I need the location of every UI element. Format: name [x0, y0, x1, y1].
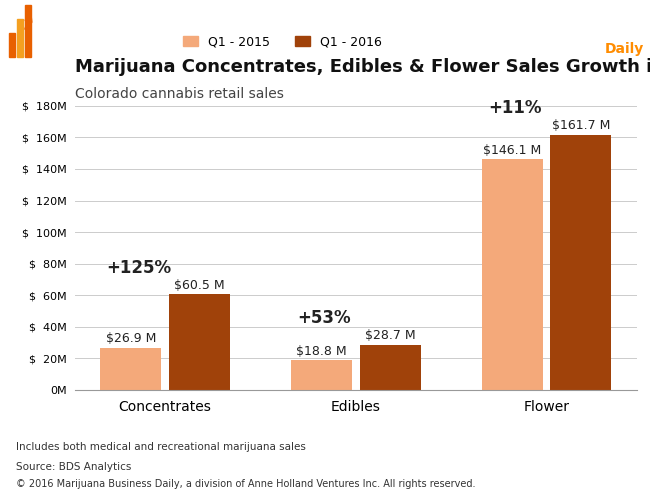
Bar	[482, 160, 543, 390]
Text: +53%: +53%	[297, 310, 351, 328]
Text: Marijuana Concentrates, Edibles & Flower Sales Growth in Colorado: Marijuana Concentrates, Edibles & Flower…	[75, 58, 650, 76]
Bar	[169, 294, 230, 390]
Bar	[17, 19, 23, 58]
Legend: Q1 - 2015, Q1 - 2016: Q1 - 2015, Q1 - 2016	[178, 30, 387, 53]
Text: Business Daily: Business Daily	[521, 42, 634, 56]
Text: +125%: +125%	[107, 259, 172, 277]
Bar	[25, 5, 31, 58]
Text: Marijuana: Marijuana	[559, 12, 637, 26]
Bar	[551, 134, 612, 390]
Text: © 2016 Marijuana Business Daily, a division of Anne Holland Ventures Inc. All ri: © 2016 Marijuana Business Daily, a divis…	[16, 479, 476, 489]
Text: +11%: +11%	[488, 100, 541, 117]
Text: $146.1 M: $146.1 M	[483, 144, 541, 157]
Text: $161.7 M: $161.7 M	[552, 120, 610, 132]
Text: $28.7 M: $28.7 M	[365, 330, 415, 342]
Text: Source: BDS Analytics: Source: BDS Analytics	[16, 462, 131, 472]
Text: Daily: Daily	[605, 42, 644, 56]
Bar	[9, 33, 15, 58]
Text: Chart of the Week: Chart of the Week	[49, 25, 262, 45]
Text: Colorado cannabis retail sales: Colorado cannabis retail sales	[75, 87, 283, 101]
Text: $26.9 M: $26.9 M	[106, 332, 156, 345]
Text: Business: Business	[563, 42, 637, 56]
Text: $60.5 M: $60.5 M	[174, 279, 225, 292]
Bar	[359, 344, 421, 390]
Text: $18.8 M: $18.8 M	[296, 345, 347, 358]
Bar	[291, 360, 352, 390]
Text: Includes both medical and recreational marijuana sales: Includes both medical and recreational m…	[16, 442, 306, 452]
Bar	[100, 348, 161, 390]
